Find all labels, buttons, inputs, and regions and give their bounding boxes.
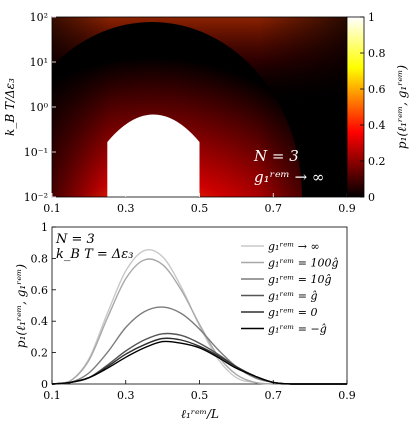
heatmap-y-tick-label: 10² xyxy=(30,11,48,24)
line-x-tick-label: 0.1 xyxy=(43,389,61,402)
heatmap-x-ticks: 0.1 0.3 0.5 0.7 0.9 xyxy=(43,193,356,215)
heatmap-y-tick-label: 10⁻² xyxy=(24,191,48,204)
line-series-group xyxy=(51,249,347,385)
heatmap-y-tick-label: 10¹ xyxy=(30,56,48,69)
line-y-tick-label: 0.4 xyxy=(31,315,49,328)
line-y-ticks: 0 0.2 0.4 0.6 0.8 1 xyxy=(31,221,56,391)
colorbar-label: p₁(ℓ₁ʳᵉᵐ, g₁ʳᵉᵐ) xyxy=(395,65,409,149)
legend-label: g₁ʳᵉᵐ → ∞ xyxy=(268,240,320,253)
colorbar-tick-label: 0.2 xyxy=(368,155,386,168)
line-annotation-n: N = 3 xyxy=(55,232,95,247)
heatmap-x-tick-label: 0.5 xyxy=(191,202,209,215)
legend-label: g₁ʳᵉᵐ = −ĝ xyxy=(268,323,327,336)
heatmap-y-tick-label: 10⁻¹ xyxy=(24,146,48,159)
line-chart-panel: 0.1 0.3 0.5 0.7 0.9 0 0.2 0.4 0.6 0.8 1 p₁(ℓ₁ʳᵉᵐ,… xyxy=(14,221,356,421)
line-annotation-kbt: k_B T = Δε₃ xyxy=(56,247,133,262)
line-y-tick-label: 0.2 xyxy=(31,347,49,360)
heatmap-y-tick-label: 10⁰ xyxy=(30,101,49,114)
heatmap-x-tick-label: 0.3 xyxy=(117,202,135,215)
line-y-tick-label: 0 xyxy=(41,378,48,391)
line-y-tick-label: 1 xyxy=(41,221,48,234)
legend-label: g₁ʳᵉᵐ = 10ĝ xyxy=(268,273,332,286)
colorbar-tick-label: 0.6 xyxy=(368,83,386,96)
colorbar-tick-label: 0.8 xyxy=(368,47,386,60)
line-x-tick-label: 0.5 xyxy=(191,389,209,402)
line-x-axis-label: ℓ₁ʳᵉᵐ/L xyxy=(181,407,219,421)
legend-label: g₁ʳᵉᵐ = ĝ xyxy=(268,290,318,303)
colorbar-tick-label: 1 xyxy=(368,11,375,24)
heatmap-x-tick-label: 0.7 xyxy=(265,202,283,215)
colorbar-gradient xyxy=(346,16,365,198)
line-x-ticks: 0.1 0.3 0.5 0.7 0.9 xyxy=(43,380,356,402)
line-chart-frame xyxy=(51,226,348,385)
line-y-tick-label: 0.8 xyxy=(31,252,49,265)
heatmap-y-ticks: 10⁻² 10⁻¹ 10⁰ 10¹ 10² xyxy=(24,11,56,204)
heatmap-full-probability-region xyxy=(107,114,200,197)
line-x-tick-label: 0.9 xyxy=(338,389,356,402)
colorbar: 0 0.2 0.4 0.6 0.8 1 p₁(ℓ₁ʳᵉᵐ, g₁ʳᵉᵐ) xyxy=(346,11,409,204)
colorbar-tick-label: 0 xyxy=(368,191,375,204)
line-y-axis-label: p₁(ℓ₁ʳᵉᵐ, g₁ʳᵉᵐ) xyxy=(14,264,28,348)
series-line xyxy=(51,340,347,385)
legend-label: g₁ʳᵉᵐ = 0 xyxy=(268,306,317,319)
legend-label: g₁ʳᵉᵐ = 100ĝ xyxy=(268,257,339,270)
colorbar-tick-label: 0.4 xyxy=(368,119,386,132)
heatmap-annotation-n: N = 3 xyxy=(253,147,299,165)
colorbar-ticks: 0 0.2 0.4 0.6 0.8 1 xyxy=(360,11,386,204)
line-y-tick-label: 0.6 xyxy=(31,284,49,297)
line-x-tick-label: 0.7 xyxy=(265,389,283,402)
heatmap-x-tick-label: 0.9 xyxy=(338,202,356,215)
heatmap-x-tick-label: 0.1 xyxy=(43,202,61,215)
heatmap-panel: 0.1 0.3 0.5 0.7 0.9 10⁻² 10⁻¹ 10⁰ 10¹ 10² k_B T/… xyxy=(3,11,356,215)
line-x-tick-label: 0.3 xyxy=(117,389,135,402)
legend: g₁ʳᵉᵐ → ∞ g₁ʳᵉᵐ = 100ĝ g₁ʳᵉᵐ = 10ĝ g₁ʳᵉᵐ = … xyxy=(241,240,339,336)
heatmap-y-axis-label: k_B T/Δε₃ xyxy=(3,78,17,136)
heatmap-annotation-g: g₁ʳᵉᵐ → ∞ xyxy=(254,168,324,186)
